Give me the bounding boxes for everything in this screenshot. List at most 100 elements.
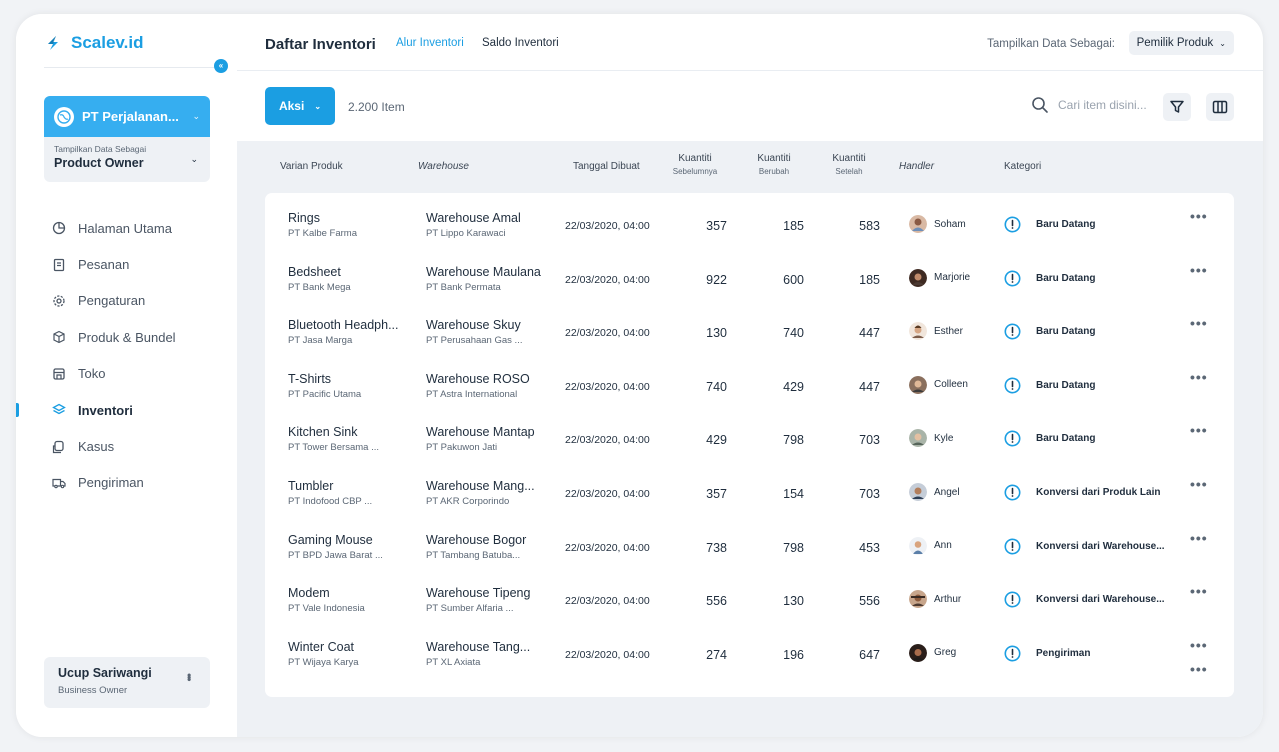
qty-after: 703: [859, 433, 880, 448]
qty-before: 429: [706, 433, 727, 448]
product-name: T-Shirts: [288, 371, 332, 386]
company-switcher[interactable]: PT Perjalanan... ⌄ Tampilkan Data Sebaga…: [44, 96, 210, 182]
search-icon[interactable]: [1031, 96, 1049, 114]
display-as-select[interactable]: Pemilik Produk ⌄: [1128, 31, 1234, 55]
table-row[interactable]: Modem PT Vale Indonesia Warehouse Tipeng P…: [265, 573, 1234, 627]
table-row[interactable]: Bedsheet PT Bank Mega Warehouse Maulana PT…: [265, 252, 1234, 306]
product-name: Kitchen Sink: [288, 425, 358, 440]
layers-icon: [52, 403, 66, 415]
column-header-category[interactable]: Kategori: [1004, 161, 1042, 172]
column-header-qty-sub: Setelah: [835, 167, 863, 176]
handler-name: Kyle: [934, 432, 954, 444]
warehouse-company: PT Sumber Alfaria ...: [426, 603, 514, 615]
kebab-menu-icon[interactable]: •••: [182, 673, 196, 680]
store-icon: [53, 368, 65, 380]
alert-circle-icon: [1004, 430, 1021, 447]
user-role: Business Owner: [58, 685, 128, 696]
sidebar-item-inventori[interactable]: Inventori: [16, 392, 176, 428]
more-options-icon[interactable]: •••: [1190, 476, 1208, 492]
product-variant: T-Shirts PT Pacific Utama: [288, 372, 361, 400]
warehouse-name: Warehouse Bogor: [426, 532, 527, 547]
sidebar-item-pengaturan[interactable]: Pengaturan: [52, 283, 176, 319]
sidebar-nav: Halaman Utama Pesanan Pengaturan Produk …: [16, 210, 176, 501]
alert-circle-icon: [1004, 538, 1021, 555]
category: Baru Datang: [1004, 216, 1095, 233]
filter-icon: [1170, 100, 1184, 113]
warehouse: Warehouse Tang... PT XL Axiata: [426, 640, 530, 668]
avatar: [909, 429, 927, 448]
category-label: Pengiriman: [1036, 647, 1091, 659]
more-options-icon[interactable]: •••: [1190, 368, 1208, 385]
company-selector[interactable]: PT Perjalanan... ⌄: [44, 96, 210, 137]
product-company: PT Wijaya Karya: [288, 656, 359, 668]
sidebar-item-pesanan[interactable]: Pesanan: [52, 246, 176, 282]
more-options-icon[interactable]: •••: [1190, 636, 1208, 653]
more-options-icon[interactable]: •••: [1190, 422, 1208, 439]
qty-before: 274: [706, 647, 727, 662]
product-variant: Kitchen Sink PT Tower Bersama ...: [288, 425, 379, 453]
sidebar-item-halaman-utama[interactable]: Halaman Utama: [52, 210, 176, 246]
column-header-handler[interactable]: Handler: [899, 161, 935, 172]
globe-icon: [54, 106, 74, 127]
table-row[interactable]: T-Shirts PT Pacific Utama Warehouse ROSO P…: [265, 359, 1234, 413]
warehouse-name: Warehouse Mantap: [426, 425, 535, 440]
columns-button[interactable]: [1206, 93, 1234, 121]
qty-change: 600: [783, 272, 804, 287]
more-options-icon[interactable]: •••: [1190, 661, 1208, 677]
more-options-icon[interactable]: •••: [1190, 208, 1208, 224]
table-row[interactable]: Winter Coat PT Wijaya Karya Warehouse Tan…: [265, 627, 1234, 681]
sidebar-item-toko[interactable]: Toko: [52, 356, 176, 392]
user-profile-card[interactable]: Ucup Sariwangi Business Owner •••: [44, 657, 210, 708]
table-row[interactable]: Rings PT Kalbe Farma Warehouse Amal PT Lip…: [265, 198, 1234, 252]
role-selector[interactable]: Tampilkan Data Sebagai Product Owner ⌄: [44, 137, 210, 177]
warehouse-company: PT Bank Permata: [426, 281, 501, 293]
warehouse-company: PT Pakuwon Jati: [426, 442, 498, 454]
search-input[interactable]: [1058, 98, 1150, 112]
table-row[interactable]: Tumbler PT Indofood CBP ... Warehouse Man…: [265, 466, 1234, 520]
handler: Esther: [909, 322, 963, 341]
product-company: PT Pacific Utama: [288, 388, 362, 400]
table-row[interactable]: Bluetooth Headph... PT Jasa Marga Warehou…: [265, 305, 1234, 359]
more-options-icon[interactable]: •••: [1190, 583, 1208, 600]
table-row[interactable]: Kitchen Sink PT Tower Bersama ... Warehou…: [265, 412, 1234, 466]
product-variant: Modem PT Vale Indonesia: [288, 586, 365, 614]
product-company: PT Kalbe Farma: [288, 228, 357, 239]
handler-name: Esther: [934, 325, 963, 337]
sidebar-item-kasus[interactable]: Kasus: [52, 428, 176, 464]
brand[interactable]: Scalev.id: [44, 33, 143, 53]
more-options-icon[interactable]: •••: [1190, 315, 1208, 332]
column-header-warehouse[interactable]: Warehouse: [418, 161, 469, 172]
collapse-sidebar-button[interactable]: «: [214, 59, 228, 73]
action-button[interactable]: Aksi ⌄: [265, 87, 335, 125]
column-header-qty-change[interactable]: Kuantiti Berubah: [751, 153, 797, 176]
qty-change: 798: [783, 540, 804, 555]
table-row[interactable]: Gaming Mouse PT BPD Jawa Barat ... Wareho…: [265, 520, 1234, 574]
column-header-variant[interactable]: Varian Produk: [280, 161, 343, 172]
more-options-icon[interactable]: •••: [1190, 261, 1208, 278]
column-header-date[interactable]: Tanggal Dibuat: [573, 161, 640, 172]
sidebar: Scalev.id « PT Perjalanan... ⌄ Tampilkan…: [16, 14, 237, 737]
sidebar-item-pengiriman[interactable]: Pengiriman: [52, 465, 176, 501]
action-button-label: Aksi: [278, 99, 305, 113]
filter-button[interactable]: [1163, 93, 1191, 121]
column-header-qty-label: Kuantiti: [832, 153, 866, 164]
qty-before: 922: [706, 272, 727, 287]
qty-after: 447: [859, 379, 880, 394]
sidebar-item-produk-bundel[interactable]: Produk & Bundel: [52, 319, 176, 355]
product-company: PT Bank Mega: [288, 281, 351, 293]
qty-after: 556: [859, 594, 880, 609]
handler: Greg: [909, 643, 956, 662]
handler: Marjorie: [909, 268, 970, 287]
handler-name: Colleen: [934, 379, 968, 391]
column-header-qty-after[interactable]: Kuantiti Setelah: [828, 153, 870, 176]
alert-circle-icon: [1004, 323, 1021, 340]
main-content: Daftar Inventori Alur Inventori Saldo In…: [237, 14, 1263, 737]
qty-change: 154: [783, 487, 804, 501]
more-options-icon[interactable]: •••: [1190, 529, 1208, 546]
sidebar-item-label: Toko: [78, 366, 106, 382]
search-box: [1031, 96, 1150, 114]
column-header-qty-before[interactable]: Kuantiti Sebelumnya: [671, 153, 719, 176]
columns-icon: [1212, 100, 1228, 114]
tab-saldo-inventori[interactable]: Saldo Inventori: [482, 37, 559, 49]
tab-alur-inventori[interactable]: Alur Inventori: [396, 37, 464, 49]
